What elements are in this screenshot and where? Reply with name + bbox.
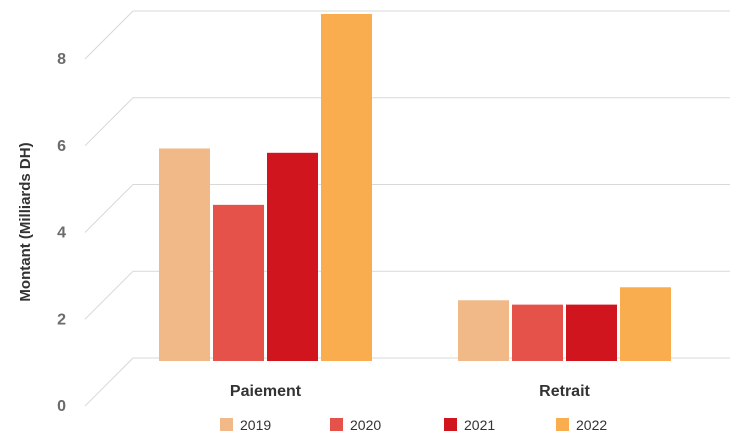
gridline (84, 357, 730, 407)
bar-paiement-2020 (213, 204, 264, 361)
legend-label: 2021 (464, 417, 495, 433)
bar-paiement-2019 (159, 148, 210, 361)
legend-swatch (220, 418, 233, 431)
x-category-label: Retrait (539, 383, 590, 400)
y-tick-label: 4 (57, 225, 66, 242)
bar-paiement-2021 (267, 152, 318, 361)
x-category-label: Paiement (230, 383, 302, 400)
x-axis-categories: Paiement Retrait (230, 383, 591, 400)
gridline (84, 10, 730, 60)
legend-swatch (556, 418, 569, 431)
gridline (84, 270, 730, 320)
legend-label: 2019 (240, 417, 271, 433)
legend-item-2022: 2022 (556, 417, 607, 433)
legend-label: 2022 (576, 417, 607, 433)
bars (159, 14, 671, 361)
legend-item-2019: 2019 (220, 417, 271, 433)
y-tick-label: 2 (57, 311, 66, 328)
bar-retrait-2021 (566, 304, 617, 361)
y-tick-label: 6 (57, 138, 66, 155)
legend-swatch (330, 418, 343, 431)
legend-swatch (444, 418, 457, 431)
y-axis-title: Montant (Milliards DH) (17, 142, 34, 301)
gridline (84, 184, 730, 233)
legend-item-2021: 2021 (444, 417, 495, 433)
legend-item-2020: 2020 (330, 417, 381, 433)
y-axis-ticks: 0 2 4 6 8 (57, 51, 66, 415)
gridline (84, 97, 730, 147)
bar-retrait-2020 (512, 304, 563, 361)
y-tick-label: 0 (57, 398, 66, 415)
bar-retrait-2019 (458, 300, 509, 361)
y-tick-label: 8 (57, 51, 66, 68)
bar-paiement-2022 (321, 14, 372, 361)
legend-label: 2020 (350, 417, 381, 433)
legend: 2019 2020 2021 2022 (220, 417, 607, 433)
bar-retrait-2022 (620, 287, 671, 361)
